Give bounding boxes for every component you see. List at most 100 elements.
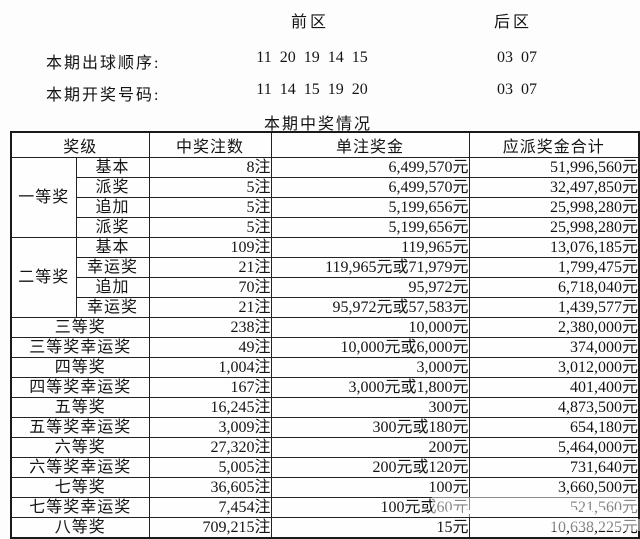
back-zone-label: 后区: [493, 14, 532, 31]
total-payout: 51,996,560元: [468, 157, 640, 178]
table-row: 四等奖 1,004注 3,000元 3,012,000元: [10, 357, 640, 378]
total-payout: 4,873,500元: [468, 397, 640, 418]
bet-count: 21注: [148, 297, 272, 318]
bet-count: 5注: [148, 197, 272, 218]
total-payout: 32,497,850元: [468, 177, 640, 198]
table-row: 幸运奖 21注 119,965元或71,979元 1,799,475元: [11, 257, 640, 278]
col-header-winning-bets: 中奖注数: [148, 131, 272, 158]
bet-count: 7,454注: [148, 497, 272, 518]
prize-table: 奖级 中奖注数 单注奖金 应派奖金合计 一等奖 基本 8注 6,499,570元…: [10, 131, 640, 539]
prize-table-title: 本期中奖情况: [263, 116, 372, 133]
total-payout: 6,718,040元: [468, 277, 640, 298]
prize-level: 四等奖幸运奖: [10, 377, 150, 398]
table-row: 派奖 5注 5,199,656元 25,998,280元: [11, 217, 640, 238]
table-row: 七等奖 36,605注 100元 3,660,500元: [10, 477, 640, 498]
total-payout: 401,400元: [468, 377, 640, 398]
prize-level: 三等奖幸运奖: [10, 337, 150, 358]
prize-level: 四等奖: [10, 357, 150, 378]
total-payout: 5,464,000元: [468, 437, 640, 458]
prize-group-first: 一等奖: [10, 157, 77, 238]
total-payout: 10,638,225元: [468, 517, 640, 539]
sub-type: 派奖: [75, 217, 150, 238]
table-row: 一等奖 基本 8注 6,499,570元 51,996,560元: [10, 157, 640, 238]
bet-count: 109注: [148, 237, 272, 258]
single-prize: 300元: [270, 397, 470, 418]
total-payout: 1,799,475元: [468, 257, 640, 278]
bet-count: 5注: [148, 217, 272, 238]
total-payout: 521,560元: [468, 497, 640, 518]
table-row: 五等奖 16,245注 300元 4,873,500元: [10, 397, 640, 418]
total-payout: 654,180元: [468, 417, 640, 438]
draw-order-label: 本期出球顺序:: [46, 55, 161, 72]
table-row: 六等奖 27,320注 200元 5,464,000元: [10, 437, 640, 458]
total-payout: 3,660,500元: [468, 477, 640, 498]
single-prize: 200元或120元: [270, 457, 470, 478]
sub-type: 基本: [75, 237, 150, 258]
single-prize: 119,965元: [270, 237, 470, 258]
sub-type: 幸运奖: [75, 297, 150, 318]
prize-level: 五等奖: [10, 397, 150, 418]
table-row: 三等奖 238注 10,000元 2,380,000元: [10, 317, 640, 338]
total-payout: 13,076,185元: [468, 237, 640, 258]
table-header-row: 奖级 中奖注数 单注奖金 应派奖金合计: [10, 131, 640, 158]
winning-numbers-label: 本期开奖号码:: [46, 87, 161, 104]
col-header-prize-level: 奖级: [10, 131, 150, 158]
single-prize: 95,972元或57,583元: [270, 297, 470, 318]
single-prize: 10,000元: [270, 317, 470, 338]
table-row: 追加 70注 95,972元 6,718,040元: [11, 277, 640, 298]
bet-count: 36,605注: [148, 477, 272, 498]
total-payout: 1,439,577元: [468, 297, 640, 318]
bet-count: 21注: [148, 257, 272, 278]
single-prize: 15元: [270, 517, 470, 539]
single-prize: 3,000元或1,800元: [270, 377, 470, 398]
front-zone-label: 前区: [290, 14, 329, 31]
prize-level: 五等奖幸运奖: [10, 417, 150, 438]
bet-count: 167注: [148, 377, 272, 398]
single-prize: 5,199,656元: [270, 217, 470, 238]
table-row: 幸运奖 21注 95,972元或57,583元 1,439,577元: [11, 297, 640, 318]
single-prize: 100元: [270, 477, 470, 498]
prize-level: 六等奖幸运奖: [10, 457, 150, 478]
single-prize: 10,000元或6,000元: [270, 337, 470, 358]
table-row: 二等奖 基本 109注 119,965元 13,076,185元: [10, 237, 640, 318]
table-row: 四等奖幸运奖 167注 3,000元或1,800元 401,400元: [10, 377, 640, 398]
table-row: 三等奖幸运奖 49注 10,000元或6,000元 374,000元: [10, 337, 640, 358]
sub-type: 派奖: [75, 177, 150, 198]
prize-level: 三等奖: [10, 317, 150, 338]
bet-count: 27,320注: [148, 437, 272, 458]
single-prize: 200元: [270, 437, 470, 458]
winning-numbers-front: 11 14 15 19 20: [256, 81, 368, 98]
single-prize: 3,000元: [270, 357, 470, 378]
single-prize: 119,965元或71,979元: [270, 257, 470, 278]
bet-count: 5注: [148, 177, 272, 198]
total-payout: 3,012,000元: [468, 357, 640, 378]
prize-level: 八等奖: [10, 517, 150, 539]
total-payout: 25,998,280元: [468, 197, 640, 218]
prize-group-second: 二等奖: [10, 237, 77, 318]
table-row: 七等奖幸运奖 7,454注 100元或60元 521,560元: [10, 497, 640, 518]
single-prize: 5,199,656元: [270, 197, 470, 218]
bet-count: 8注: [148, 157, 272, 178]
sub-type: 幸运奖: [75, 257, 150, 278]
bet-count: 16,245注: [148, 397, 272, 418]
table-row: 派奖 5注 6,499,570元 32,497,850元: [11, 177, 640, 198]
total-payout: 731,640元: [468, 457, 640, 478]
bet-count: 5,005注: [148, 457, 272, 478]
bet-count: 709,215注: [148, 517, 272, 539]
bet-count: 49注: [148, 337, 272, 358]
single-prize: 6,499,570元: [270, 177, 470, 198]
single-prize: 95,972元: [270, 277, 470, 298]
prize-level: 七等奖幸运奖: [10, 497, 150, 518]
table-row: 追加 5注 5,199,656元 25,998,280元: [11, 197, 640, 218]
draw-order-front-numbers: 11 20 19 14 15: [256, 49, 368, 66]
sub-type: 追加: [75, 197, 150, 218]
bet-count: 70注: [148, 277, 272, 298]
col-header-single-prize: 单注奖金: [270, 131, 470, 158]
sub-type: 基本: [75, 157, 150, 178]
single-prize: 300元或180元: [270, 417, 470, 438]
single-prize: 6,499,570元: [270, 157, 470, 178]
table-row: 五等奖幸运奖 3,009注 300元或180元 654,180元: [10, 417, 640, 438]
col-header-total-payout: 应派奖金合计: [468, 131, 640, 158]
table-row: 六等奖幸运奖 5,005注 200元或120元 731,640元: [10, 457, 640, 478]
